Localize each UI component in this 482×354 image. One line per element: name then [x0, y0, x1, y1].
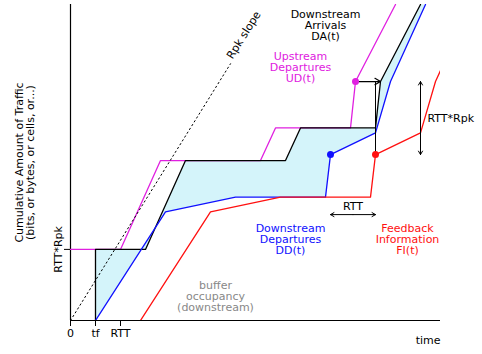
- svg-text:0: 0: [67, 327, 74, 340]
- svg-text:DownstreamDeparturesDD(t): DownstreamDeparturesDD(t): [256, 222, 326, 257]
- svg-text:DownstreamArrivalsDA(t): DownstreamArrivalsDA(t): [291, 8, 361, 43]
- svg-text:Cumulative Amount of Traffic(b: Cumulative Amount of Traffic(bits, or by…: [13, 82, 37, 242]
- svg-text:tf: tf: [91, 327, 100, 340]
- svg-text:RTT*Rpk: RTT*Rpk: [428, 112, 475, 125]
- svg-text:RTT: RTT: [110, 327, 130, 340]
- svg-text:time: time: [416, 334, 441, 347]
- svg-text:bufferoccupancy(downstream): bufferoccupancy(downstream): [177, 279, 254, 314]
- svg-text:RTT: RTT: [343, 200, 363, 213]
- svg-text:RTT*Rpk: RTT*Rpk: [52, 225, 65, 272]
- svg-text:UpstreamDeparturesUD(t): UpstreamDeparturesUD(t): [270, 50, 332, 85]
- svg-text:Rpk slope: Rpk slope: [224, 9, 264, 62]
- svg-text:FeedbackInformationFI(t): FeedbackInformationFI(t): [376, 222, 440, 257]
